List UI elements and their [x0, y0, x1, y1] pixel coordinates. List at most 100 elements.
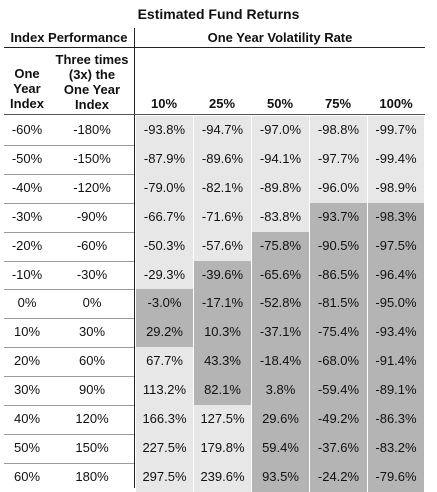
cell-return: -65.6% — [252, 261, 309, 290]
cell-return: -86.3% — [368, 405, 424, 434]
cell-return: -93.4% — [368, 318, 424, 347]
cell-return: -97.0% — [252, 116, 309, 145]
cell-return: -89.8% — [252, 174, 309, 203]
cell-index: 20% — [13, 353, 41, 368]
cell-return: -97.7% — [310, 145, 367, 174]
cell-three-times: 90% — [78, 382, 106, 397]
cell-three-times: -30% — [76, 267, 108, 282]
cell-return: 93.5% — [252, 463, 309, 492]
cell-index: -30% — [11, 209, 43, 224]
cell-return: -37.1% — [252, 318, 309, 347]
row-divider — [4, 376, 134, 377]
cell-return: -99.7% — [368, 116, 424, 145]
cell-return: -83.8% — [252, 203, 309, 232]
cell-index: 0% — [17, 295, 37, 310]
col-header-line: Index — [75, 97, 109, 112]
cell-return: -24.2% — [310, 463, 367, 492]
row-divider — [4, 289, 134, 290]
cell-return: -59.4% — [310, 376, 367, 405]
cell-return: -39.6% — [194, 261, 251, 290]
cell-return: 113.2% — [136, 376, 193, 405]
cell-return: -97.5% — [368, 232, 424, 261]
cell-return: -29.3% — [136, 261, 193, 290]
cell-index: 50% — [13, 440, 41, 455]
cell-return: -86.5% — [310, 261, 367, 290]
cell-return: -93.7% — [310, 203, 367, 232]
cell-three-times: 180% — [75, 469, 109, 484]
column-divider — [134, 28, 135, 488]
cell-return: -71.6% — [194, 203, 251, 232]
cell-return: -83.2% — [368, 434, 424, 463]
row-divider — [4, 347, 134, 348]
row-divider — [4, 434, 134, 435]
cell-return: -89.6% — [194, 145, 251, 174]
header-bottom-rule — [4, 114, 425, 115]
cell-return: -18.4% — [252, 347, 309, 376]
cell-return: -90.5% — [310, 232, 367, 261]
header-index-performance: Index Performance — [10, 30, 128, 45]
cell-return: -57.6% — [194, 232, 251, 261]
cell-return: 166.3% — [136, 405, 193, 434]
cell-return: 227.5% — [136, 434, 193, 463]
cell-return: -79.6% — [368, 463, 424, 492]
cell-index: -20% — [11, 238, 43, 253]
cell-return: 59.4% — [252, 434, 309, 463]
col-header-line: (3x) the — [68, 67, 116, 82]
cell-return: -98.3% — [368, 203, 424, 232]
cell-return: 127.5% — [194, 405, 251, 434]
cell-return: -96.4% — [368, 261, 424, 290]
col-header-line: Index — [10, 96, 44, 111]
cell-return: -87.9% — [136, 145, 193, 174]
cell-return: -98.8% — [310, 116, 367, 145]
cell-index: -10% — [11, 267, 43, 282]
cell-three-times: 60% — [78, 353, 106, 368]
col-header-line: One — [14, 66, 40, 81]
cell-return: -3.0% — [136, 289, 193, 318]
cell-return: 179.8% — [194, 434, 251, 463]
row-divider — [4, 145, 134, 146]
header-rule — [4, 47, 425, 48]
cell-three-times: 120% — [75, 411, 109, 426]
cell-return: -99.4% — [368, 145, 424, 174]
col-header-vol-100: 100% — [379, 96, 413, 111]
cell-return: 29.2% — [136, 318, 193, 347]
cell-return: -89.1% — [368, 376, 424, 405]
cell-return: -66.7% — [136, 203, 193, 232]
cell-return: -68.0% — [310, 347, 367, 376]
cell-return: 29.6% — [252, 405, 309, 434]
cell-return: -17.1% — [194, 289, 251, 318]
cell-three-times: -120% — [73, 180, 111, 195]
cell-return: -95.0% — [368, 289, 424, 318]
cell-three-times: -150% — [73, 151, 111, 166]
cell-return: 297.5% — [136, 463, 193, 492]
cell-return: 43.3% — [194, 347, 251, 376]
cell-index: -40% — [11, 180, 43, 195]
cell-index: 30% — [13, 382, 41, 397]
col-header-one-year-index: One Year Index — [4, 66, 50, 111]
col-header-vol-10: 10% — [150, 96, 178, 111]
cell-return: 67.7% — [136, 347, 193, 376]
cell-return: -37.6% — [310, 434, 367, 463]
cell-return: 3.8% — [252, 376, 309, 405]
cell-return: 239.6% — [194, 463, 251, 492]
cell-return: -98.9% — [368, 174, 424, 203]
cell-index: 10% — [13, 324, 41, 339]
cell-return: -91.4% — [368, 347, 424, 376]
row-divider — [4, 318, 134, 319]
cell-return: -93.8% — [136, 116, 193, 145]
row-divider — [4, 174, 134, 175]
cell-three-times: 150% — [75, 440, 109, 455]
cell-return: -75.8% — [252, 232, 309, 261]
col-header-line: Year — [13, 81, 41, 96]
cell-return: -96.0% — [310, 174, 367, 203]
cell-return: -94.7% — [194, 116, 251, 145]
col-header-vol-25: 25% — [208, 96, 236, 111]
cell-three-times: -60% — [76, 238, 108, 253]
col-header-vol-50: 50% — [266, 96, 294, 111]
col-header-line: Three times — [55, 52, 129, 67]
row-divider — [4, 261, 134, 262]
cell-index: -50% — [11, 151, 43, 166]
col-header-line: One Year — [63, 82, 121, 97]
table-title: Estimated Fund Returns — [137, 6, 300, 22]
